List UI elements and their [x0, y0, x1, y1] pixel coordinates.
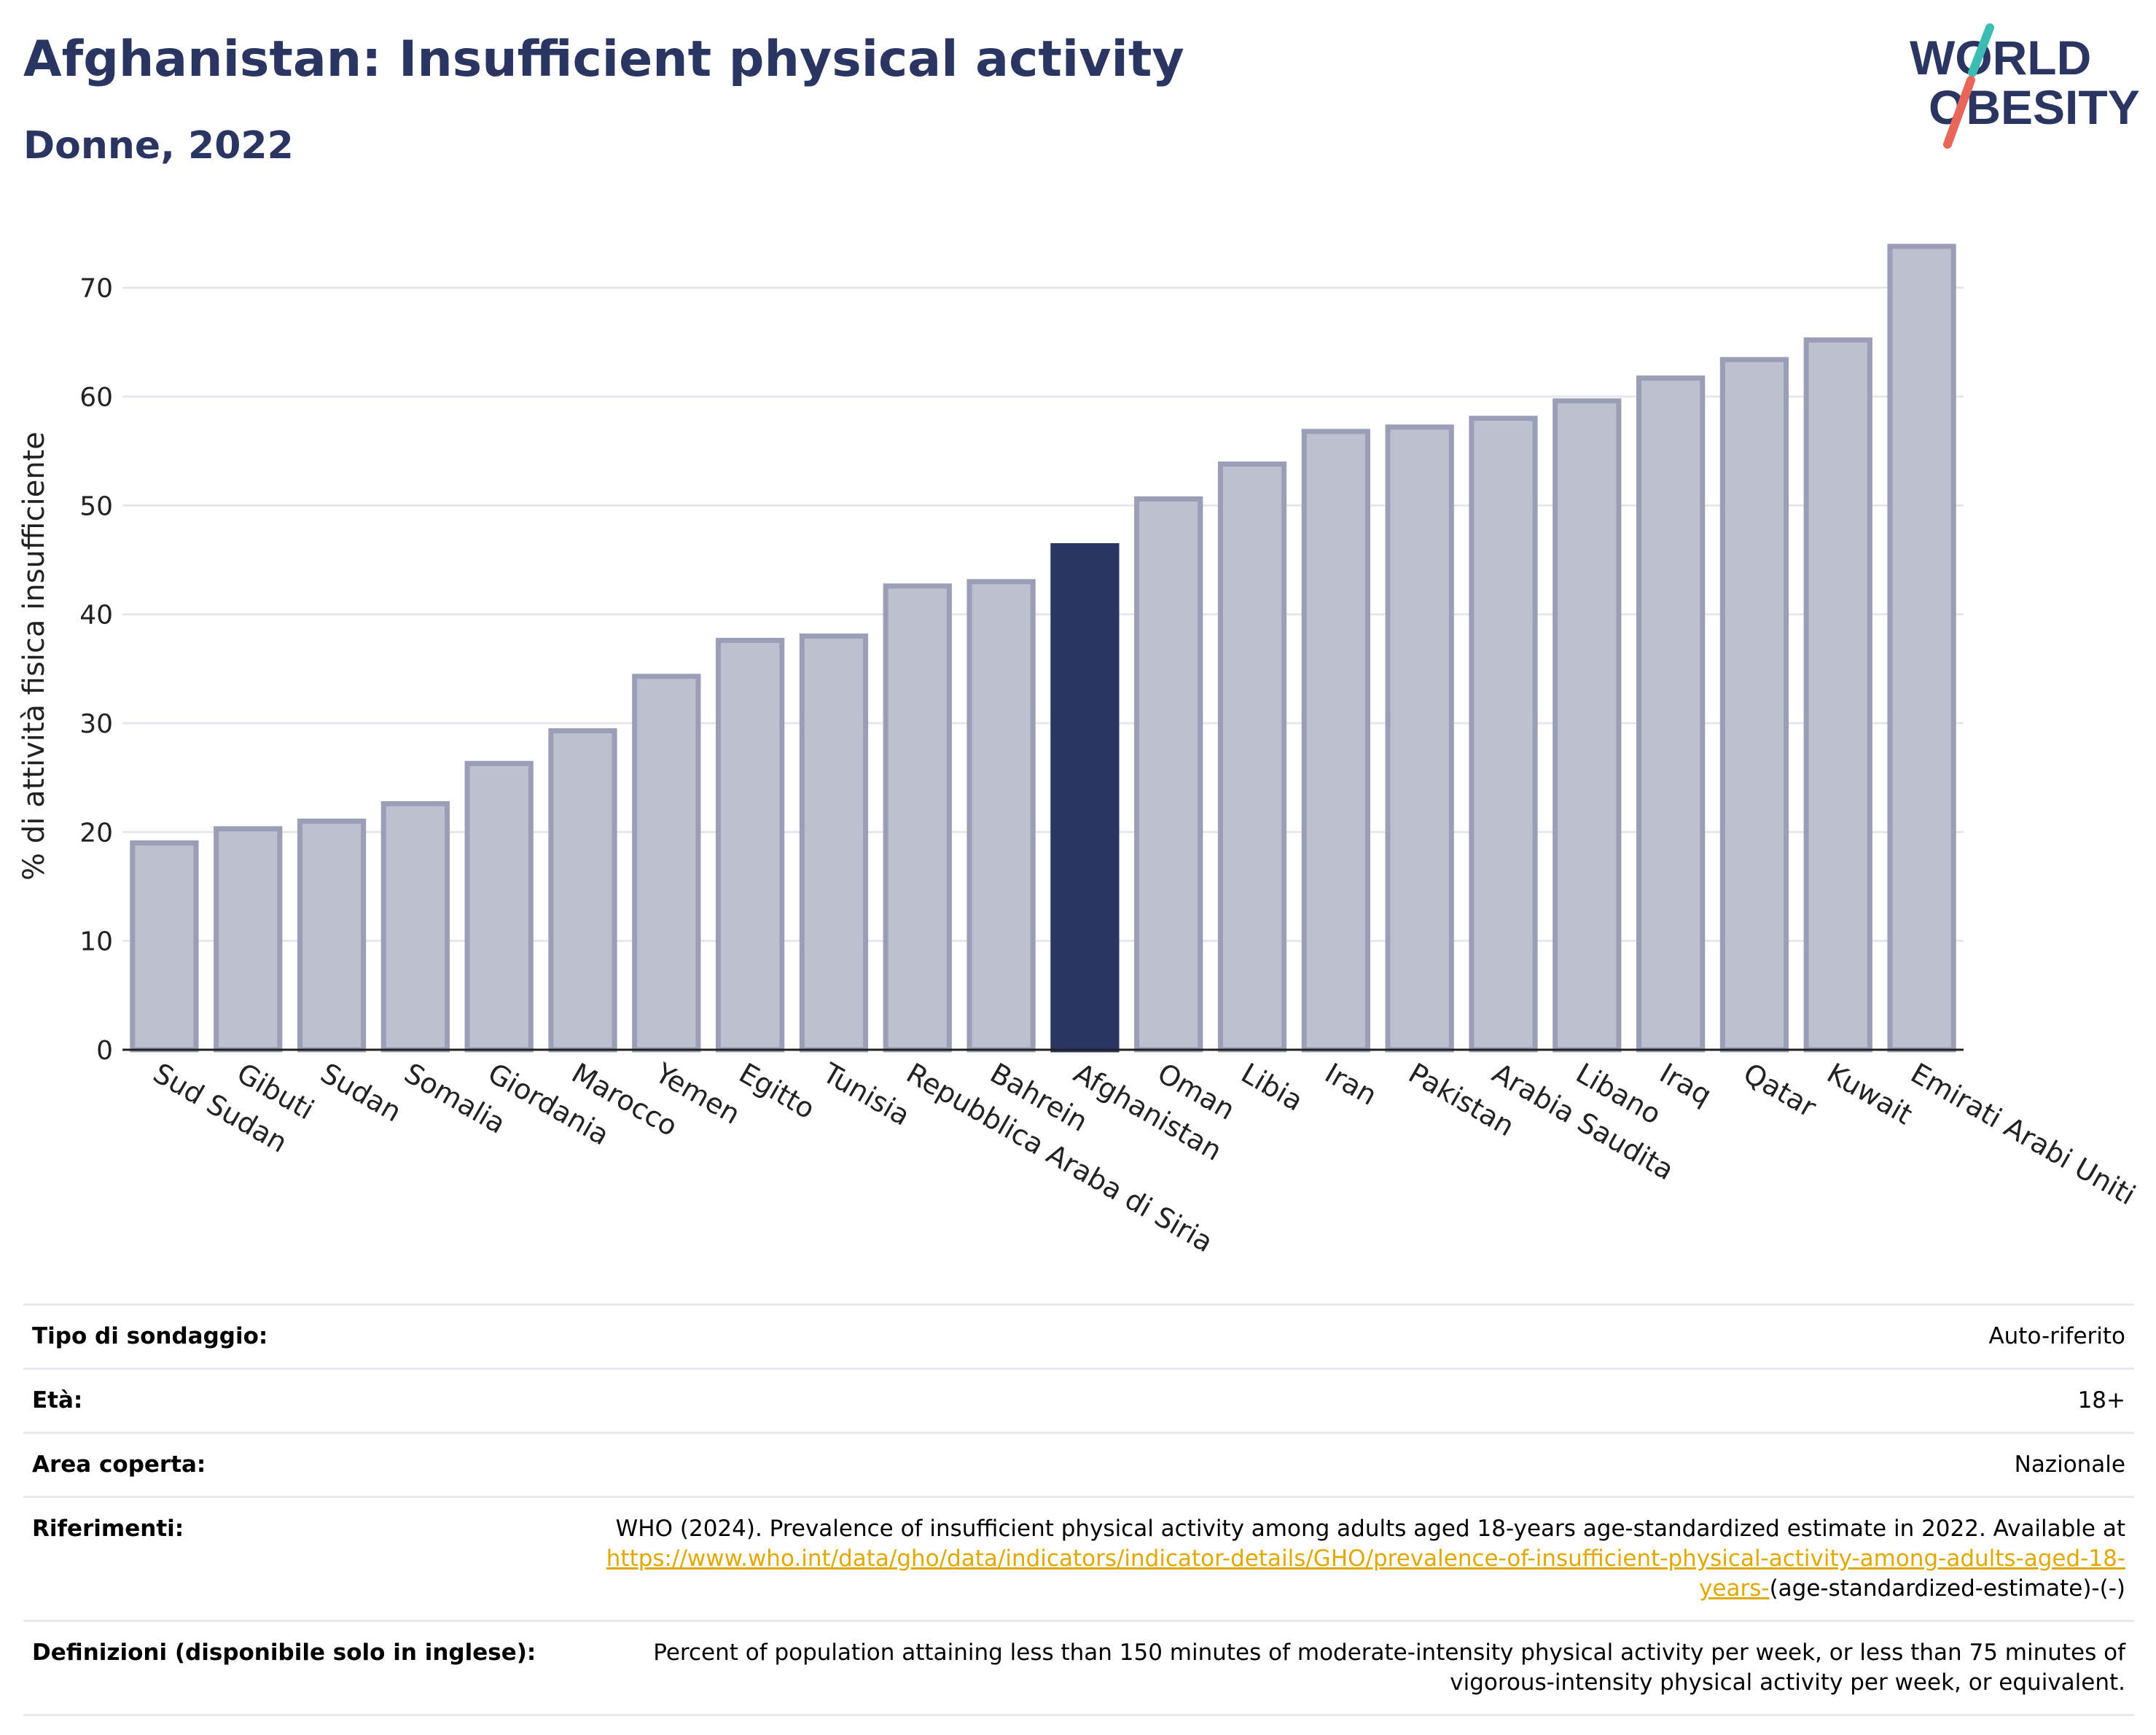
- references-suffix: (age-standardized-estimate)-(-): [1769, 1575, 2125, 1602]
- y-axis-label: % di attività fisica insufficiente: [17, 432, 51, 881]
- x-tick-label: Emirati Arabi Uniti: [1905, 1057, 2141, 1212]
- chart-title: Afghanistan: Insufficient physical activ…: [23, 31, 1184, 88]
- bar-arabia-saudita: [1469, 416, 1538, 1053]
- info-row-references: Riferimenti: WHO (2024). Prevalence of i…: [23, 1496, 2134, 1621]
- age-label: Età:: [23, 1368, 595, 1433]
- x-tick-label: Egitto: [734, 1057, 821, 1126]
- bar-sudan: [297, 818, 367, 1053]
- x-tick-label: Tunisia: [817, 1056, 915, 1132]
- x-tick-label: Sudan: [316, 1057, 407, 1128]
- y-tick-label: 50: [79, 491, 113, 521]
- bar-iran: [1301, 429, 1370, 1053]
- bars: [130, 243, 1956, 1053]
- bar-afghanistan: [1050, 543, 1120, 1053]
- logo-slash-teal: [1968, 23, 1994, 77]
- y-tick-label: 0: [96, 1036, 113, 1066]
- world-obesity-logo: WORLD OBESITY: [1910, 23, 2140, 149]
- bar-bahrein: [966, 579, 1036, 1053]
- bar-marocco: [548, 728, 617, 1053]
- coverage-label: Area coperta:: [23, 1432, 595, 1497]
- y-tick-label: 70: [79, 274, 113, 304]
- references-link[interactable]: https://www.who.int/data/gho/data/indica…: [606, 1545, 2125, 1602]
- chart-subtitle: Donne, 2022: [23, 124, 294, 168]
- y-tick-label: 30: [79, 709, 113, 739]
- survey-type-value: Auto-riferito: [595, 1303, 2134, 1369]
- bar-iraq: [1636, 375, 1706, 1053]
- bar-oman: [1134, 496, 1203, 1053]
- bar-libano: [1552, 398, 1622, 1053]
- definitions-value: Percent of population attaining less tha…: [595, 1620, 2134, 1716]
- x-tick-label: Kuwait: [1821, 1057, 1918, 1131]
- bar-pakistan: [1385, 424, 1454, 1053]
- bar-tunisia: [799, 633, 869, 1053]
- info-row-age: Età: 18+: [23, 1368, 2134, 1433]
- references-text: WHO (2024). Prevalence of insufficient p…: [615, 1516, 2125, 1542]
- bar-kuwait: [1803, 337, 1872, 1053]
- bar-emirati-arabi-uniti: [1887, 243, 1956, 1053]
- bar-qatar: [1719, 356, 1789, 1053]
- bar-sud-sudan: [130, 840, 199, 1053]
- age-value: 18+: [595, 1368, 2134, 1433]
- logo-word-world: WORLD: [1910, 31, 2091, 85]
- y-tick-label: 10: [79, 927, 113, 957]
- bar-repubblica-araba-di-siria: [883, 583, 952, 1053]
- coverage-value: Nazionale: [595, 1432, 2134, 1497]
- bar-yemen: [632, 674, 701, 1053]
- bar-chart: 0 10 20 30 40 50 60 70 Sud SudanGibutiSudanSoma…: [17, 243, 2141, 1258]
- bar-somalia: [380, 801, 450, 1053]
- x-axis-labels: Sud SudanGibutiSudanSomaliaGiordaniaMaro…: [148, 1056, 2141, 1258]
- definitions-label: Definizioni (disponibile solo in inglese…: [23, 1620, 595, 1716]
- info-row-coverage: Area coperta: Nazionale: [23, 1432, 2134, 1497]
- x-tick-label: Iran: [1319, 1057, 1382, 1112]
- y-tick-label: 40: [79, 601, 113, 631]
- info-row-definitions: Definizioni (disponibile solo in inglese…: [23, 1620, 2134, 1716]
- x-tick-label: Libia: [1236, 1057, 1309, 1118]
- logo-slash-red: [1943, 76, 1975, 149]
- bar-giordania: [464, 760, 534, 1053]
- survey-type-label: Tipo di sondaggio:: [23, 1303, 595, 1369]
- references-label: Riferimenti:: [23, 1496, 595, 1621]
- y-tick-label: 20: [79, 818, 113, 848]
- y-tick-label: 60: [79, 383, 113, 413]
- bar-egitto: [716, 638, 785, 1053]
- bar-libia: [1217, 461, 1287, 1053]
- info-table: Tipo di sondaggio: Auto-riferito Età: 18…: [23, 1303, 2134, 1716]
- y-axis-ticks: 0 10 20 30 40 50 60 70: [79, 274, 113, 1066]
- references-value: WHO (2024). Prevalence of insufficient p…: [595, 1496, 2134, 1621]
- bar-gibuti: [214, 826, 283, 1053]
- info-row-survey-type: Tipo di sondaggio: Auto-riferito: [23, 1303, 2134, 1369]
- x-tick-label: Qatar: [1738, 1057, 1821, 1124]
